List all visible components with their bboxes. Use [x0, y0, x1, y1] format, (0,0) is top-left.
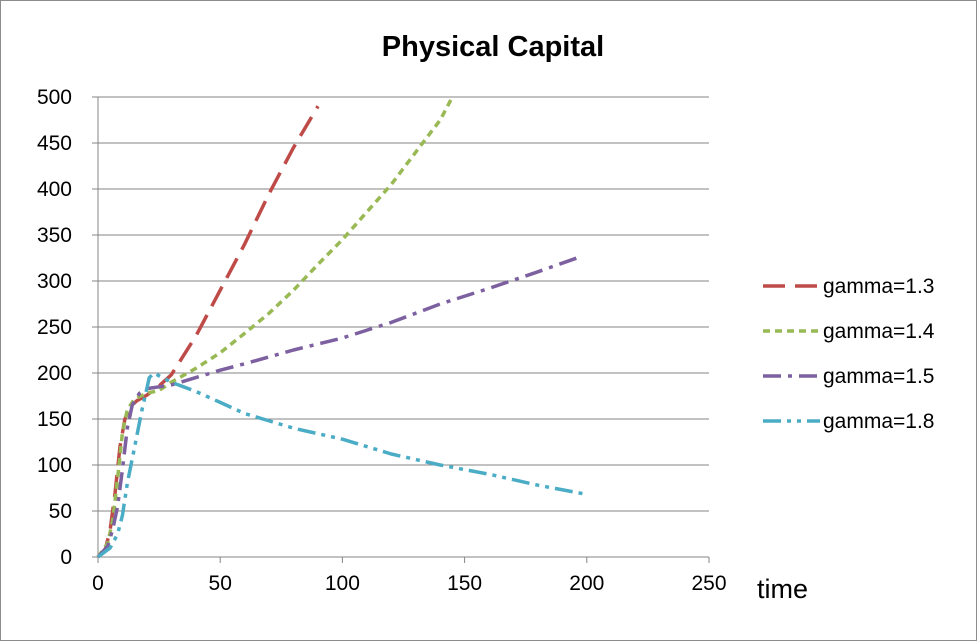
y-tick-label: 200: [37, 362, 72, 385]
legend-label-3: gamma=1.5: [823, 365, 934, 388]
y-tick-label: 450: [37, 132, 72, 155]
y-tick-label: 100: [37, 454, 72, 477]
x-tick-label: 200: [569, 572, 604, 595]
y-tick-label: 0: [60, 546, 72, 569]
x-tick-label: 150: [447, 572, 482, 595]
y-tick-label: 300: [37, 270, 72, 293]
y-tick-label: 150: [37, 408, 72, 431]
x-tick-label: 100: [325, 572, 360, 595]
legend: gamma=1.3 gamma=1.4 gamma=1.5 gamma=1.8: [763, 275, 935, 433]
grid-lines: [98, 96, 709, 512]
axes: [97, 97, 709, 558]
y-axis-ticks: 0 50 100 150 200 250 300 350 400 450 500: [37, 86, 98, 569]
series-line-2: [96, 96, 454, 559]
legend-label-4: gamma=1.8: [823, 410, 934, 433]
x-axis-label: time: [757, 574, 808, 604]
legend-label-2: gamma=1.4: [823, 320, 935, 343]
x-tick-label: 250: [691, 572, 726, 595]
x-tick-label: 0: [92, 572, 104, 595]
series-line-3: [96, 254, 583, 559]
y-tick-label: 500: [37, 86, 72, 109]
chart-title: Physical Capital: [382, 31, 604, 63]
y-tick-label: 50: [49, 500, 72, 523]
x-axis-ticks: 0 50 100 150 200 250: [92, 557, 727, 595]
series-line-4: [96, 371, 588, 559]
y-tick-label: 250: [37, 316, 72, 339]
y-tick-label: 400: [37, 178, 72, 201]
x-tick-label: 50: [209, 572, 232, 595]
series-line-1: [96, 105, 320, 559]
series-lines: [96, 96, 588, 559]
y-tick-label: 350: [37, 224, 72, 247]
legend-label-1: gamma=1.3: [823, 275, 934, 298]
